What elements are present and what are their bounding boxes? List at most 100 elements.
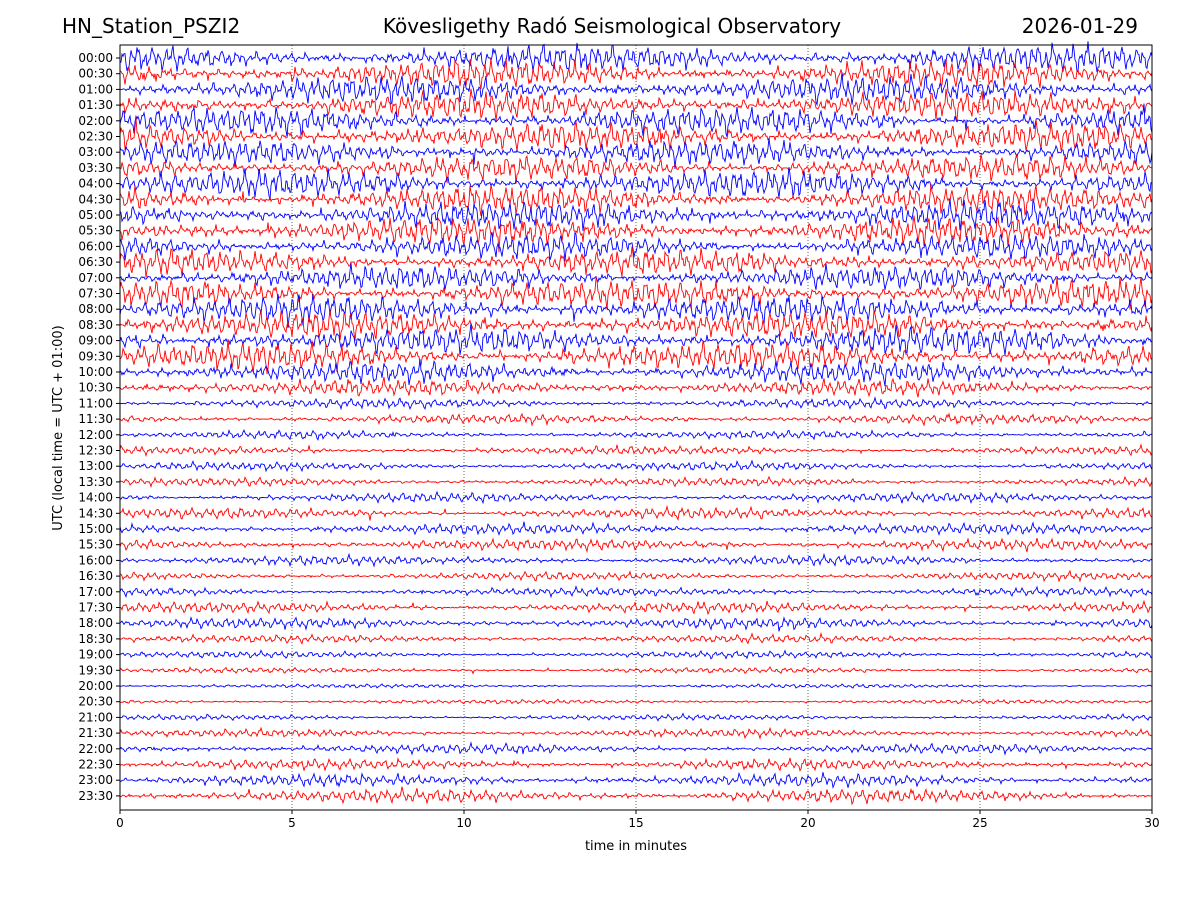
- y-tick-label: 04:30: [78, 192, 113, 206]
- trace-line: [119, 230, 1153, 262]
- record-date: 2026-01-29: [1021, 14, 1138, 38]
- y-tick-label: 17:30: [78, 601, 113, 615]
- trace-line: [119, 412, 1153, 427]
- y-tick-label: 03:00: [78, 145, 113, 159]
- trace-line: [119, 138, 1153, 170]
- trace-line: [119, 359, 1153, 387]
- y-tick-label: 13:00: [78, 459, 113, 473]
- y-tick-label: 08:30: [78, 318, 113, 332]
- y-tick-label: 10:30: [78, 381, 113, 395]
- y-tick-label: 21:30: [78, 726, 113, 740]
- y-tick-label: 09:30: [78, 349, 113, 363]
- trace-line: [119, 631, 1153, 645]
- y-tick-label: 23:30: [78, 789, 113, 803]
- trace-line: [119, 322, 1153, 356]
- trace-line: [119, 649, 1153, 660]
- trace-line: [119, 72, 1153, 107]
- station-name: HN_Station_PSZI2: [62, 14, 241, 38]
- x-axis-ticks: 0 5 10 15 20 25 30: [116, 810, 1160, 830]
- y-tick-label: 22:00: [78, 742, 113, 756]
- y-tick-label: 00:30: [78, 67, 113, 81]
- x-axis-label: time in minutes: [585, 839, 687, 854]
- trace-line: [119, 293, 1153, 329]
- trace-line: [119, 552, 1153, 568]
- y-tick-label: 01:30: [78, 98, 113, 112]
- y-tick-label: 14:00: [78, 491, 113, 505]
- y-tick-label: 18:30: [78, 632, 113, 646]
- y-tick-label: 12:00: [78, 428, 113, 442]
- trace-line: [119, 309, 1153, 342]
- y-tick-label: 13:30: [78, 475, 113, 489]
- trace-line: [119, 276, 1153, 310]
- trace-line: [119, 537, 1153, 554]
- trace-line: [119, 339, 1153, 375]
- y-tick-label: 07:30: [78, 287, 113, 301]
- trace-line: [119, 117, 1153, 151]
- y-tick-label: 02:30: [78, 130, 113, 144]
- trace-line: [119, 475, 1153, 488]
- y-tick-label: 09:00: [78, 334, 113, 348]
- trace-line: [119, 712, 1152, 722]
- y-tick-label: 20:30: [78, 695, 113, 709]
- y-tick-label: 18:00: [78, 616, 113, 630]
- trace-line: [119, 88, 1153, 121]
- x-tick-label: 25: [972, 816, 987, 830]
- trace-line: [119, 521, 1153, 536]
- trace-line: [119, 41, 1153, 73]
- trace-line: [119, 103, 1153, 137]
- trace-line: [119, 262, 1153, 291]
- y-tick-label: 21:00: [78, 710, 113, 724]
- y-tick-label: 02:00: [78, 114, 113, 128]
- trace-line: [120, 396, 1153, 411]
- trace-line: [119, 376, 1153, 398]
- trace-line: [119, 585, 1153, 599]
- trace-line: [119, 153, 1153, 184]
- y-tick-label: 20:00: [78, 679, 113, 693]
- trace-line: [119, 786, 1153, 806]
- y-tick-label: 04:00: [78, 177, 113, 191]
- x-tick-label: 20: [800, 816, 815, 830]
- y-tick-label: 07:00: [78, 271, 113, 285]
- trace-line: [119, 166, 1153, 200]
- y-tick-label: 22:30: [78, 758, 113, 772]
- y-tick-label: 10:00: [78, 365, 113, 379]
- y-axis-label: UTC (local time = UTC + 01:00): [51, 325, 66, 530]
- trace-line: [119, 599, 1153, 616]
- y-tick-label: 23:00: [78, 773, 113, 787]
- y-tick-label: 05:00: [78, 208, 113, 222]
- trace-line: [119, 666, 1153, 675]
- x-tick-label: 30: [1144, 816, 1159, 830]
- y-tick-label: 16:00: [78, 553, 113, 567]
- y-tick-label: 00:00: [78, 51, 113, 65]
- trace-line: [119, 198, 1153, 232]
- trace-line: [119, 756, 1153, 772]
- trace-line: [119, 490, 1153, 505]
- x-tick-label: 0: [116, 816, 124, 830]
- y-tick-label: 17:00: [78, 585, 113, 599]
- y-tick-label: 15:00: [78, 522, 113, 536]
- x-tick-label: 10: [456, 816, 471, 830]
- y-tick-label: 05:30: [78, 224, 113, 238]
- y-tick-label: 11:00: [78, 396, 113, 410]
- trace-line: [119, 58, 1153, 89]
- trace-line: [119, 569, 1153, 583]
- trace-line: [119, 246, 1153, 278]
- y-tick-label: 11:30: [78, 412, 113, 426]
- y-tick-label: 12:30: [78, 444, 113, 458]
- trace-line: [119, 771, 1153, 790]
- trace-line: [119, 683, 1153, 689]
- x-tick-label: 5: [288, 816, 296, 830]
- y-tick-label: 08:00: [78, 302, 113, 316]
- y-tick-label: 19:30: [78, 663, 113, 677]
- trace-line: [119, 183, 1153, 216]
- trace-line: [119, 616, 1153, 632]
- y-tick-label: 15:30: [78, 538, 113, 552]
- trace-line: [119, 459, 1153, 473]
- trace-line: [119, 443, 1153, 458]
- trace-line: [119, 215, 1153, 253]
- trace-line: [119, 698, 1153, 705]
- seismogram-traces: [119, 41, 1153, 806]
- y-tick-label: 16:30: [78, 569, 113, 583]
